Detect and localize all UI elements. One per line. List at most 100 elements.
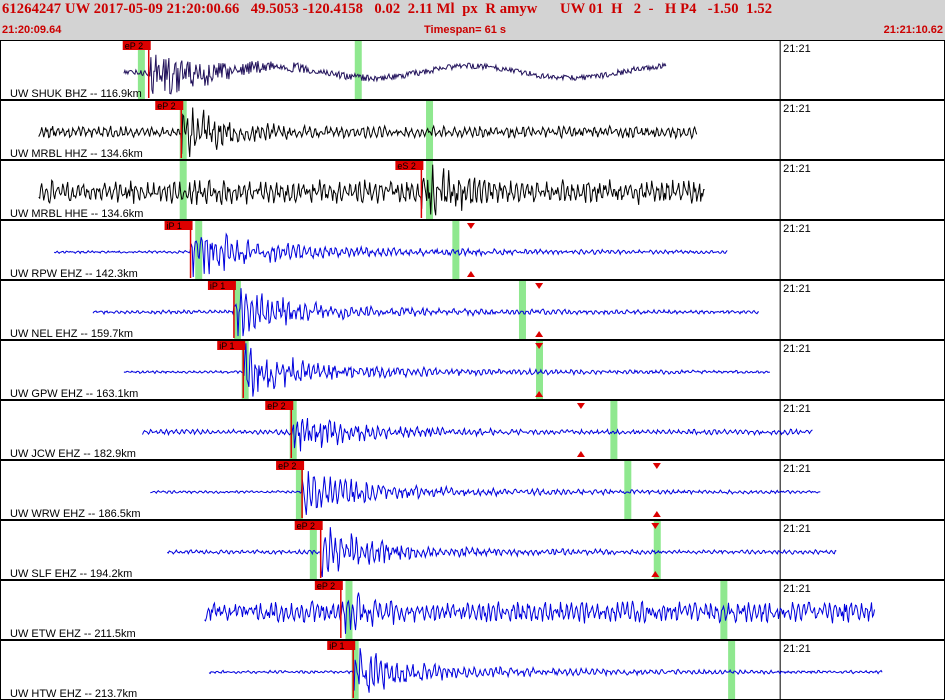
minute-mark-label: 21:21 xyxy=(783,463,811,475)
event-magnitude: 2.11 Ml xyxy=(407,1,455,17)
station-label: UW HTW EHZ -- 213.7km xyxy=(10,688,137,700)
phase-window xyxy=(137,41,145,99)
pick-flag[interactable] xyxy=(155,101,184,110)
station-label: UW SLF EHZ -- 194.2km xyxy=(10,568,132,580)
trace-row[interactable]: 21:21 iP 1 UW NEL EHZ -- 159.7km xyxy=(0,280,945,341)
triangle-marker-icon xyxy=(652,463,661,469)
station-label: UW SHUK BHZ -- 116.9km xyxy=(10,88,142,100)
waveform xyxy=(123,343,770,397)
event-lat: 49.5053 xyxy=(250,1,299,17)
event-magtype: px xyxy=(462,1,478,17)
phase-window xyxy=(426,101,434,159)
trace-row[interactable]: 21:21 iP 1 UW GPW EHZ -- 163.1km xyxy=(0,340,945,401)
pick-flag[interactable] xyxy=(276,461,305,470)
waveform xyxy=(150,471,821,515)
pick-flag[interactable] xyxy=(294,521,323,530)
pick-label: iP 1 xyxy=(210,281,225,291)
pick-flag[interactable] xyxy=(217,341,246,350)
pick-flag[interactable] xyxy=(265,401,294,410)
header-bar: 61264247 UW 2017-05-09 21:20:00.66 49.50… xyxy=(0,0,945,40)
pick-label: eS 2 xyxy=(397,161,416,171)
phase-window xyxy=(452,221,460,279)
event-dash: - xyxy=(648,1,654,17)
pick-flag[interactable] xyxy=(327,641,356,650)
minute-mark-label: 21:21 xyxy=(783,643,811,655)
station-label: UW RPW EHZ -- 142.3km xyxy=(10,268,138,280)
waveform xyxy=(38,164,705,216)
phase-window xyxy=(354,41,362,99)
waveform xyxy=(204,592,875,634)
trace-row[interactable]: 21:21 eP 2 UW MRBL HHZ -- 134.6km xyxy=(0,100,945,161)
event-network: UW xyxy=(64,1,91,17)
seismogram-panel[interactable]: 21:21 eP 2 UW SHUK BHZ -- 116.9km 21:21 eP 2… xyxy=(0,40,945,700)
phase-window xyxy=(195,221,203,279)
waveform xyxy=(208,648,883,693)
pick-flag[interactable] xyxy=(395,161,424,170)
triangle-marker-icon xyxy=(535,343,544,349)
trace-row[interactable]: 21:21 eP 2 UW ETW EHZ -- 211.5km xyxy=(0,580,945,641)
end-time: 21:21:10.62 xyxy=(883,24,943,36)
minute-mark-label: 21:21 xyxy=(783,43,811,55)
triangle-marker-icon xyxy=(535,331,544,337)
triangle-marker-icon xyxy=(535,283,544,289)
minute-mark-label: 21:21 xyxy=(783,223,811,235)
pick-flag[interactable] xyxy=(164,221,193,230)
pick-label: eP 2 xyxy=(317,581,335,591)
event-v1: -1.50 xyxy=(707,1,739,17)
pick-label: iP 1 xyxy=(219,341,234,351)
minute-mark-label: 21:21 xyxy=(783,403,811,415)
event-lon: -120.4158 xyxy=(302,1,364,17)
minute-mark-label: 21:21 xyxy=(783,583,811,595)
waveform xyxy=(166,527,837,578)
phase-window xyxy=(728,641,736,699)
event-summary: 61264247 UW 2017-05-09 21:20:00.66 49.50… xyxy=(2,1,943,23)
station-label: UW MRBL HHZ -- 134.6km xyxy=(10,148,143,160)
triangle-marker-icon xyxy=(535,391,544,397)
trace-row[interactable]: 21:21 eS 2 UW MRBL HHE -- 134.6km xyxy=(0,160,945,221)
minute-mark-label: 21:21 xyxy=(783,343,811,355)
event-author: amyw xyxy=(499,1,538,17)
phase-window xyxy=(624,461,632,519)
pick-label: iP 1 xyxy=(329,641,344,651)
triangle-marker-icon xyxy=(652,511,661,517)
phase-window xyxy=(518,281,526,339)
pick-label: eP 2 xyxy=(278,461,296,471)
phase-window xyxy=(610,401,618,459)
station-label: UW MRBL HHE -- 134.6km xyxy=(10,208,143,220)
pick-label: iP 1 xyxy=(167,221,182,231)
pick-flag[interactable] xyxy=(207,281,236,290)
pick-label: eP 2 xyxy=(267,401,285,411)
waveform xyxy=(53,232,728,278)
trace-row[interactable]: 21:21 iP 1 UW HTW EHZ -- 213.7km xyxy=(0,640,945,700)
event-v2: 1.52 xyxy=(746,1,773,17)
event-quality: H xyxy=(611,1,623,17)
timespan: Timespan= 61 s xyxy=(424,24,507,36)
trace-row[interactable]: 21:21 iP 1 UW RPW EHZ -- 142.3km xyxy=(0,220,945,281)
trace-row[interactable]: 21:21 eP 2 UW JCW EHZ -- 182.9km xyxy=(0,400,945,461)
triangle-marker-icon xyxy=(651,523,660,529)
triangle-marker-icon xyxy=(466,271,475,277)
phase-window xyxy=(295,461,303,519)
station-label: UW WRW EHZ -- 186.5km xyxy=(10,508,141,520)
trace-row[interactable]: 21:21 eP 2 UW SHUK BHZ -- 116.9km xyxy=(0,40,945,101)
event-version: UW 01 xyxy=(559,1,604,17)
waveform xyxy=(38,107,698,158)
time-bar: 21:20:09.64 Timespan= 61 s 21:21:10.62 xyxy=(0,24,945,38)
minute-mark-label: 21:21 xyxy=(783,103,811,115)
trace-row[interactable]: 21:21 eP 2 UW WRW EHZ -- 186.5km xyxy=(0,460,945,521)
station-label: UW NEL EHZ -- 159.7km xyxy=(10,328,133,340)
event-phase-code: H P4 xyxy=(664,1,697,17)
event-num: 2 xyxy=(633,1,642,17)
pick-flag[interactable] xyxy=(314,581,343,590)
triangle-marker-icon xyxy=(576,403,585,409)
minute-mark-label: 21:21 xyxy=(783,283,811,295)
waveform xyxy=(92,288,759,337)
event-review: R xyxy=(485,1,496,17)
pick-flag[interactable] xyxy=(122,41,151,50)
waveform xyxy=(142,417,813,452)
phase-window xyxy=(241,341,249,399)
station-label: UW GPW EHZ -- 163.1km xyxy=(10,388,138,400)
start-time: 21:20:09.64 xyxy=(2,24,62,36)
phase-window xyxy=(289,401,297,459)
trace-row[interactable]: 21:21 eP 2 UW SLF EHZ -- 194.2km xyxy=(0,520,945,581)
